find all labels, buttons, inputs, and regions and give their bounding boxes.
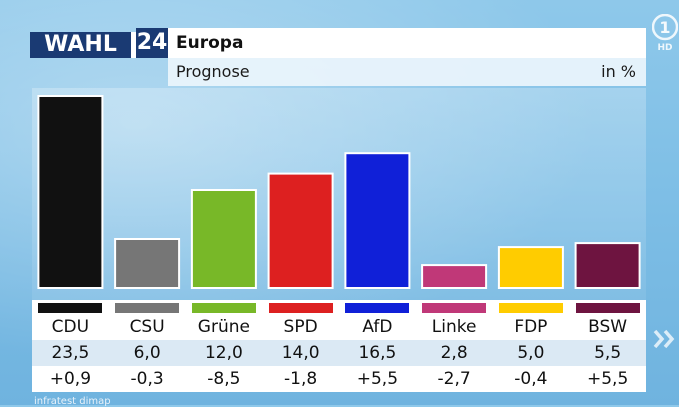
tick-label-bsw: BSW	[588, 317, 628, 337]
value-label-spd: 14,0	[281, 343, 320, 363]
value-label-grüne: 12,0	[204, 343, 243, 363]
change-label-grüne: -8,5	[207, 369, 241, 389]
svg-text:1: 1	[659, 18, 670, 37]
bar-grüne	[190, 189, 257, 289]
ard-one-logo-icon: 1 HD	[651, 13, 679, 53]
swatch-cdu	[38, 303, 103, 313]
value-label-cdu: 23,5	[51, 343, 90, 363]
tick-label-fdp: FDP	[514, 317, 548, 337]
bar-fdp	[497, 246, 564, 290]
brand-label: WAHL	[30, 32, 131, 58]
change-label-linke: -2,7	[437, 369, 471, 389]
value-label-csu: 6,0	[133, 343, 161, 363]
bar-linke	[421, 264, 488, 290]
subtitle-box: Prognose in %	[168, 58, 646, 86]
double-chevron-right-icon[interactable]	[652, 326, 678, 352]
swatch-csu	[115, 303, 180, 313]
chart-title: Europa	[176, 33, 244, 53]
change-label-bsw: +5,5	[586, 369, 629, 389]
tick-label-cdu: CDU	[51, 317, 90, 337]
bar-cdu	[37, 95, 104, 289]
header: WAHL 24 Europa Prognose in %	[30, 28, 646, 88]
results-table: CDU CSU Grüne SPD AfD Linke FDP BSW 23,5 6,0 12,0…	[32, 300, 646, 392]
tick-label-linke: Linke	[431, 317, 477, 337]
swatch-afd	[345, 303, 410, 313]
channel-logo-text: HD	[657, 43, 672, 52]
change-label-spd: -1,8	[284, 369, 318, 389]
swatch-linke	[422, 303, 487, 313]
tick-label-grüne: Grüne	[197, 317, 250, 337]
tick-label-csu: CSU	[129, 317, 165, 337]
value-label-afd: 16,5	[358, 343, 397, 363]
swatch-grüne	[191, 303, 256, 313]
swatch-fdp	[498, 303, 563, 313]
tick-label-spd: SPD	[283, 317, 318, 337]
bar-csu	[114, 238, 181, 289]
brand-divider	[131, 32, 136, 58]
bar-spd	[267, 172, 334, 290]
change-label-afd: +5,5	[356, 369, 399, 389]
year-label: 24	[136, 28, 168, 58]
color-swatch-row	[32, 300, 646, 314]
tick-label-afd: AfD	[362, 317, 393, 337]
change-label-cdu: +0,9	[49, 369, 92, 389]
value-row: 23,5 6,0 12,0 14,0 16,5 2,8 5,0 5,5	[32, 340, 646, 366]
bar-afd	[344, 152, 411, 289]
title-box: Europa	[168, 28, 646, 58]
change-row: +0,9 -0,3 -8,5 -1,8 +5,5 -2,7 -0,4 +5,5	[32, 366, 646, 392]
source-label: infratest dimap	[34, 396, 111, 407]
value-label-fdp: 5,0	[517, 343, 545, 363]
bar-bsw	[574, 242, 641, 290]
change-label-csu: -0,3	[130, 369, 164, 389]
swatch-spd	[268, 303, 333, 313]
change-label-fdp: -0,4	[514, 369, 548, 389]
unit-label: in %	[601, 62, 636, 81]
swatch-bsw	[575, 303, 640, 313]
chart-subtitle: Prognose	[176, 62, 250, 81]
value-label-linke: 2,8	[440, 343, 468, 363]
value-label-bsw: 5,5	[594, 343, 622, 363]
party-name-row: CDU CSU Grüne SPD AfD Linke FDP BSW	[32, 314, 646, 340]
